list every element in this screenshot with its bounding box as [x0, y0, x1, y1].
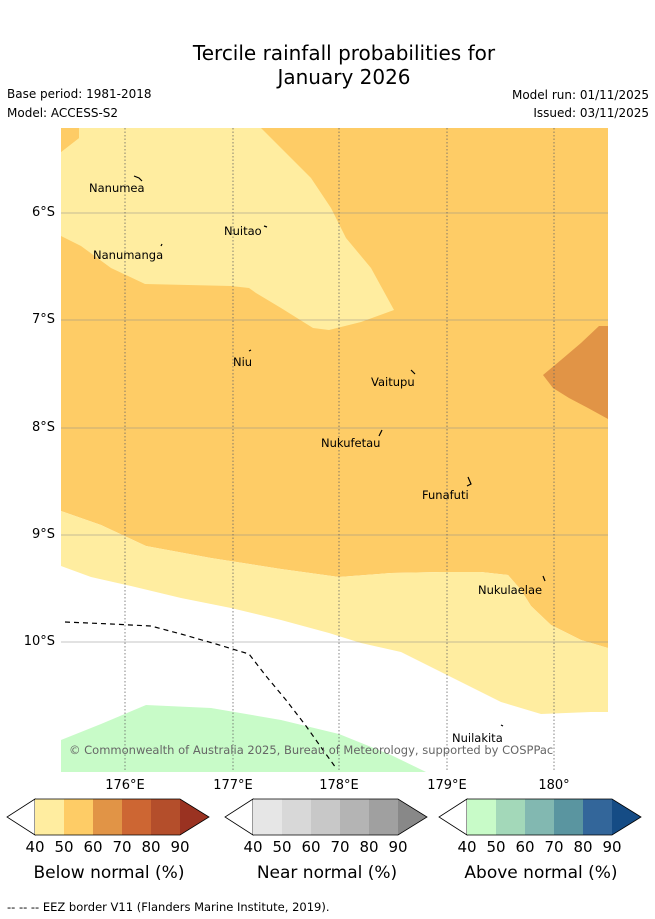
- place-label-nukulaelae: Nukulaelae: [478, 583, 543, 597]
- colorbar-near-swatch-2: [282, 799, 311, 835]
- colorbar-above-swatch-1: [467, 799, 496, 835]
- colorbar-near-title: Near normal (%): [256, 863, 398, 883]
- colorbar-below-swatch-2: [64, 799, 93, 835]
- below-normal-60-70-region: [543, 326, 608, 419]
- place-label-funafuti: Funafuti: [422, 488, 469, 502]
- cb1-tick-90: 90: [170, 838, 190, 856]
- lon-label-177e: 177°E: [213, 778, 253, 793]
- eez-footnote: -- -- -- EEZ border V11 (Flanders Marine…: [7, 900, 330, 914]
- cb3-tick-50: 50: [486, 838, 506, 856]
- colorbar-below-swatch-1: [35, 799, 64, 835]
- cb2-tick-70: 70: [330, 838, 350, 856]
- eez-border: [64, 621, 337, 769]
- rainfall-map: [61, 128, 608, 772]
- cb2-tick-80: 80: [359, 838, 379, 856]
- colorbar-above-high-arrow: [612, 799, 641, 835]
- colorbar-below-normal: [6, 798, 210, 836]
- colorbar-below-high-arrow: [180, 799, 209, 835]
- island-marks: [133, 175, 546, 727]
- lon-label-180: 180°: [538, 778, 570, 793]
- cb1-tick-40: 40: [25, 838, 45, 856]
- colorbar-above-swatch-5: [583, 799, 612, 835]
- cb3-tick-60: 60: [515, 838, 535, 856]
- colorbar-near-normal: [224, 798, 428, 836]
- lon-label-176e: 176°E: [105, 778, 145, 793]
- below-normal-50-60-corner: [61, 128, 79, 152]
- place-label-nanumea: Nanumea: [89, 181, 145, 195]
- cb3-tick-80: 80: [573, 838, 593, 856]
- place-label-nanumanga: Nanumanga: [93, 248, 164, 262]
- colorbar-below-title: Below normal (%): [33, 863, 185, 883]
- lon-label-178e: 178°E: [319, 778, 359, 793]
- latitude-gridlines: [61, 212, 608, 643]
- model-run: Model run: 01/11/2025: [511, 88, 649, 102]
- colorbar-below-low-arrow: [6, 798, 36, 836]
- below-normal-40-50-north: [61, 128, 394, 330]
- colorbar-above-swatch-4: [554, 799, 583, 835]
- colorbar-above-swatch-3: [525, 799, 554, 835]
- colorbar-above-title: Above normal (%): [464, 863, 618, 883]
- cb1-tick-60: 60: [83, 838, 103, 856]
- cb3-tick-90: 90: [602, 838, 622, 856]
- cb1-tick-80: 80: [141, 838, 161, 856]
- cb3-tick-70: 70: [544, 838, 564, 856]
- map-title-line1: Tercile rainfall probabilities for: [192, 41, 496, 65]
- cb2-tick-60: 60: [301, 838, 321, 856]
- colorbar-near-swatch-4: [340, 799, 369, 835]
- colorbar-above-swatch-2: [496, 799, 525, 835]
- base-period: Base period: 1981-2018: [7, 87, 152, 101]
- longitude-gridlines: [124, 128, 555, 772]
- lat-label-6s: 6°S: [31, 205, 55, 220]
- colorbar-near-swatch-3: [311, 799, 340, 835]
- lat-label-10s: 10°S: [23, 634, 55, 649]
- colorbar-near-swatch-1: [253, 799, 282, 835]
- colorbar-above-normal: [438, 798, 642, 836]
- place-label-nuitao: Nuitao: [224, 224, 262, 238]
- lat-label-8s: 8°S: [31, 420, 55, 435]
- colorbar-near-high-arrow: [398, 799, 427, 835]
- lat-label-7s: 7°S: [31, 312, 55, 327]
- lat-label-9s: 9°S: [31, 527, 55, 542]
- above-normal-40-50-region: [61, 705, 426, 772]
- cb1-tick-50: 50: [54, 838, 74, 856]
- cb2-tick-40: 40: [243, 838, 263, 856]
- colorbar-below-swatch-4: [122, 799, 151, 835]
- below-normal-40-50-south: [61, 511, 608, 714]
- place-label-nuilakita: Nuilakita: [452, 731, 503, 745]
- cb1-tick-70: 70: [112, 838, 132, 856]
- place-label-niu: Niu: [233, 355, 253, 369]
- cb2-tick-50: 50: [272, 838, 292, 856]
- colorbar-near-low-arrow: [224, 798, 254, 836]
- model-name: Model: ACCESS-S2: [7, 106, 119, 120]
- cb2-tick-90: 90: [388, 838, 408, 856]
- lon-label-179e: 179°E: [427, 778, 467, 793]
- colorbar-near-swatch-5: [369, 799, 398, 835]
- copyright-notice: © Commonwealth of Australia 2025, Bureau…: [69, 743, 554, 757]
- colorbar-below-swatch-5: [151, 799, 180, 835]
- place-label-nukufetau: Nukufetau: [321, 436, 381, 450]
- place-label-vaitupu: Vaitupu: [371, 375, 415, 389]
- map-title-line2: January 2026: [277, 65, 411, 89]
- colorbar-above-low-arrow: [438, 798, 468, 836]
- colorbar-below-swatch-3: [93, 799, 122, 835]
- issued-date: Issued: 03/11/2025: [533, 106, 649, 120]
- cb3-tick-40: 40: [457, 838, 477, 856]
